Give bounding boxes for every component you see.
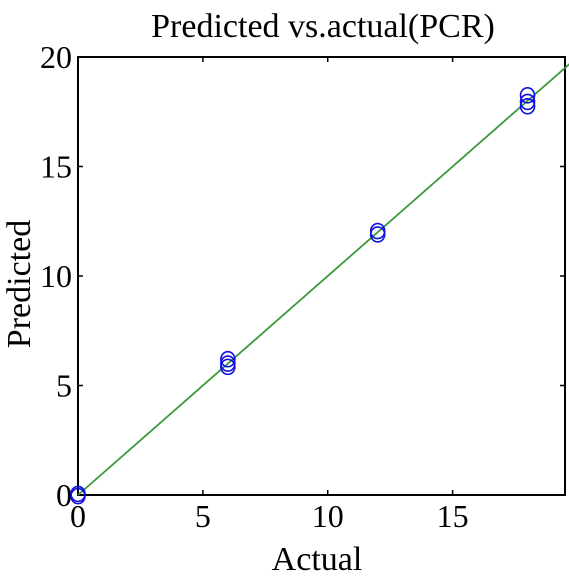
tick-marks <box>77 56 565 496</box>
tick-labels: 0 5 10 15 0 5 10 15 20 <box>40 39 469 534</box>
x-axis-label: Actual <box>272 541 363 578</box>
y-axis-label: Predicted <box>1 220 38 348</box>
y-tick-label: 0 <box>56 477 72 513</box>
data-point <box>369 222 386 240</box>
reference-line-y-equals-x <box>77 63 569 496</box>
x-tick-label: 10 <box>312 498 344 534</box>
reference-line <box>77 63 569 496</box>
data-point <box>220 350 236 368</box>
data-point <box>70 487 86 505</box>
plot-frame <box>77 56 566 496</box>
y-tick-label: 20 <box>40 39 72 75</box>
data-point <box>220 355 236 372</box>
x-tick-label: 5 <box>195 498 211 534</box>
data-point <box>369 226 386 243</box>
data-point <box>519 93 536 111</box>
data-points <box>70 87 536 505</box>
data-point <box>519 87 536 104</box>
chart-title: Predicted vs.actual(PCR) <box>151 8 495 45</box>
data-point <box>519 97 536 115</box>
x-tick-label: 0 <box>70 498 86 534</box>
y-tick-label: 10 <box>40 258 72 294</box>
y-tick-label: 15 <box>40 149 72 185</box>
x-tick-label: 15 <box>437 498 469 534</box>
y-tick-label: 5 <box>56 368 72 404</box>
